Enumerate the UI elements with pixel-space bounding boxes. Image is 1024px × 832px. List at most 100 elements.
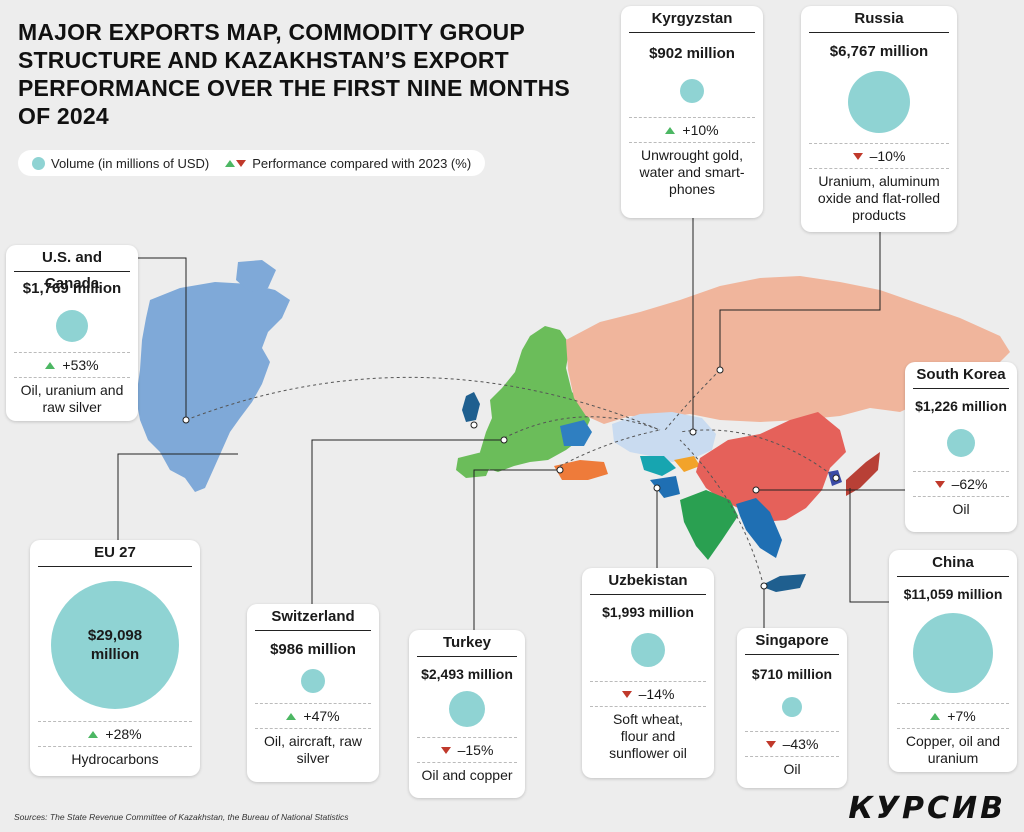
performance-value: +53%	[62, 357, 99, 373]
volume-bubble	[947, 429, 975, 457]
performance-row: +53%	[14, 352, 130, 378]
country-name: Russia	[809, 6, 949, 33]
legend-volume-label: Volume (in millions of USD)	[51, 155, 210, 171]
up-arrow-icon	[930, 712, 941, 720]
card-kyrgyzstan: Kyrgyzstan $902 million +10% Unwrought g…	[621, 6, 763, 218]
volume-value: $2,493 million	[421, 666, 513, 682]
uk-region	[462, 392, 480, 422]
iberia-region	[456, 452, 492, 478]
products-text: Oil, aircraft, raw silver	[263, 733, 362, 766]
performance-row: +7%	[897, 703, 1009, 729]
up-down-arrows-icon	[225, 159, 247, 167]
products-text: Hydrocarbons	[71, 751, 159, 767]
japan-region	[846, 452, 880, 496]
volume-bubble	[56, 310, 88, 342]
bubble-icon	[32, 156, 45, 170]
volume-value: $710 million	[751, 666, 833, 682]
performance-row: +28%	[38, 721, 192, 747]
leader-lines	[117, 196, 907, 632]
indonesia-region	[760, 574, 806, 592]
volume-bubble	[913, 613, 993, 693]
products-text: Oil, uranium and raw silver	[20, 382, 124, 415]
country-name: Singapore	[745, 628, 839, 655]
card-us-canada: U.S. and Canada $1,769 million +53% Oil,…	[6, 245, 138, 421]
performance-row: –14%	[590, 681, 706, 707]
volume-bubble	[848, 71, 910, 133]
country-name: Turkey	[417, 630, 517, 657]
kyrgyzstan-region	[674, 456, 700, 472]
products-text: Oil and copper	[421, 767, 513, 783]
card-switzerland: Switzerland $986 million +47% Oil, aircr…	[247, 604, 379, 782]
legend-performance: Performance compared with 2023 (%)	[225, 156, 471, 171]
products-text: Uranium, aluminum oxide and flat-rolled …	[817, 173, 941, 223]
volume-value: $986 million	[270, 641, 356, 658]
down-arrow-icon	[852, 152, 863, 160]
performance-value: –14%	[638, 686, 675, 702]
volume-bubble	[680, 79, 704, 103]
legend-performance-label: Performance compared with 2023 (%)	[252, 155, 472, 171]
products-text: Oil	[783, 761, 801, 777]
down-arrow-icon	[440, 746, 451, 754]
performance-value: –15%	[457, 742, 494, 758]
volume-value: $1,769 million	[22, 280, 122, 297]
middle-east-region	[650, 476, 680, 498]
greenland-region	[236, 260, 276, 292]
legend-volume: Volume (in millions of USD)	[32, 156, 209, 171]
card-uzbekistan: Uzbekistan $1,993 million –14% Soft whea…	[582, 568, 714, 778]
volume-value: $902 million	[649, 45, 735, 62]
russia-region	[566, 276, 1010, 424]
southeast-asia-region	[736, 498, 782, 558]
up-arrow-icon	[665, 126, 676, 134]
ukraine-region	[560, 420, 592, 446]
volume-value: $29,098 million	[87, 627, 143, 663]
card-south-korea: South Korea $1,226 million –62% Oil	[905, 362, 1017, 532]
volume-value: $11,059 million	[903, 586, 1003, 602]
country-name: EU 27	[38, 540, 192, 567]
country-name: China	[897, 550, 1009, 577]
performance-row: –43%	[745, 731, 839, 757]
up-arrow-icon	[88, 730, 99, 738]
page-title: MAJOR EXPORTS MAP, COMMODITY GROUP STRUC…	[18, 19, 570, 129]
country-name: Kyrgyzstan	[629, 6, 755, 33]
card-china: China $11,059 million +7% Copper, oil an…	[889, 550, 1017, 772]
volume-bubble: $29,098 million	[51, 581, 179, 709]
volume-bubble	[449, 691, 485, 727]
products-text: Soft wheat, flour and sunflower oil	[609, 711, 687, 761]
performance-row: –62%	[913, 471, 1009, 497]
performance-value: +28%	[105, 726, 142, 742]
north-america-region	[136, 282, 290, 492]
volume-value: $1,226 million	[915, 398, 1007, 414]
performance-value: +47%	[303, 708, 340, 724]
country-name: U.S. and Canada	[14, 245, 130, 292]
performance-value: –62%	[951, 476, 988, 492]
card-singapore: Singapore $710 million –43% Oil	[737, 628, 847, 788]
performance-row: +47%	[255, 703, 371, 729]
down-arrow-icon	[934, 480, 945, 488]
country-name: South Korea	[913, 362, 1009, 389]
card-russia: Russia $6,767 million –10% Uranium, alum…	[801, 6, 957, 232]
performance-value: –43%	[782, 736, 819, 752]
trade-arcs	[185, 369, 837, 581]
performance-row: –15%	[417, 737, 517, 763]
legend: Volume (in millions of USD) Performance …	[18, 150, 486, 176]
down-arrow-icon	[765, 740, 776, 748]
products-text: Copper, oil and uranium	[905, 733, 1001, 766]
country-name: Switzerland	[255, 604, 371, 631]
country-name: Uzbekistan	[590, 568, 706, 595]
card-eu27: EU 27 $29,098 million +28% Hydrocarbons	[30, 540, 200, 776]
uzbekistan-region	[640, 456, 676, 476]
performance-value: –10%	[869, 148, 906, 164]
volume-bubble	[301, 669, 325, 693]
up-arrow-icon	[45, 361, 56, 369]
brand-logo: КУРСИВ	[848, 791, 1006, 826]
turkey-region	[554, 460, 608, 480]
performance-row: +10%	[629, 117, 755, 143]
card-turkey: Turkey $2,493 million –15% Oil and coppe…	[409, 630, 525, 798]
performance-row: –10%	[809, 143, 949, 169]
india-region	[680, 490, 738, 560]
products-text: Unwrought gold, water and smart-phones	[639, 147, 745, 197]
china-region	[696, 412, 846, 522]
performance-value: +7%	[947, 708, 976, 724]
kazakhstan-region	[612, 412, 716, 462]
